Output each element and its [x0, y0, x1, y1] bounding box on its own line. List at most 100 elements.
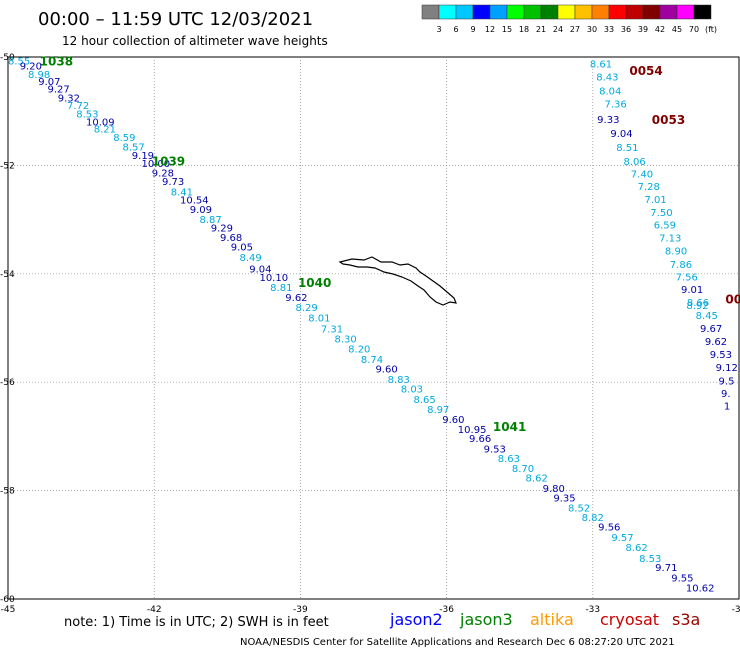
swh-value: 9.57 — [611, 533, 633, 544]
swh-value: 8.59 — [113, 133, 135, 144]
color-scale-swatch — [574, 4, 593, 20]
swh-value: 8.83 — [388, 375, 410, 386]
color-scale-label: 45 — [672, 25, 682, 34]
swh-value: 8.29 — [296, 303, 318, 314]
swh-value: 8.55 — [8, 56, 30, 67]
swh-value: 9.01 — [681, 285, 703, 296]
swh-value: 10.54 — [180, 196, 209, 207]
swh-value: 9.33 — [597, 115, 619, 126]
swh-value: 8.62 — [625, 543, 647, 554]
altimeter-track-a: 8.559.208.989.079.279.327.728.5310.098.2… — [8, 56, 715, 594]
pass-label: 1039 — [152, 155, 185, 169]
swh-value: 9.68 — [220, 233, 242, 244]
longitude-tick-label: -42 — [147, 605, 162, 615]
lat-lon-grid — [8, 57, 739, 599]
swh-value: 7.01 — [644, 195, 666, 206]
color-scale-swatch — [693, 4, 712, 20]
swh-value: 8.82 — [582, 513, 604, 524]
swh-value: 7.86 — [670, 260, 692, 271]
swh-value: 9. — [721, 389, 731, 400]
swh-value: 8.01 — [308, 314, 330, 325]
swh-value: 7.28 — [638, 182, 660, 193]
longitude-tick-label: -39 — [293, 605, 308, 615]
swh-value: 9.09 — [190, 205, 212, 216]
swh-value: 8.21 — [94, 125, 116, 136]
swh-value: 9.35 — [553, 494, 575, 505]
swh-value: 9.04 — [610, 129, 632, 140]
swh-value: 8.87 — [200, 215, 222, 226]
swh-value: 9.19 — [132, 151, 154, 162]
swh-value: 9.32 — [58, 94, 80, 105]
color-scale-swatch — [421, 4, 440, 20]
swh-value: 7.72 — [67, 101, 89, 112]
swh-value: 8.57 — [123, 142, 145, 153]
swh-value: 9.29 — [211, 224, 233, 235]
latitude-tick-label: -60 — [0, 595, 15, 605]
south-georgia-coastline — [338, 256, 457, 306]
footer-credit: NOAA/NESDIS Center for Satellite Applica… — [240, 637, 675, 648]
pass-label: 0054 — [629, 64, 662, 78]
legend-entry-jason3: jason3 — [459, 610, 513, 629]
color-scale-label: 9 — [470, 25, 475, 34]
color-scale-swatch — [625, 4, 644, 20]
swh-value: 7.40 — [631, 170, 653, 181]
legend-entry-s3a: s3a — [672, 610, 700, 629]
swh-value: 8.03 — [401, 385, 423, 396]
swh-value: 7.36 — [604, 100, 626, 111]
color-scale-label: 6 — [453, 25, 458, 34]
color-scale-label: 39 — [638, 25, 648, 34]
swh-value: 7.50 — [650, 208, 672, 219]
longitude-tick-label: -33 — [585, 605, 600, 615]
altimeter-track-b: 8.61 8.43 8.04 7.36 9.33 9.04 8.51 8.06 7.407.28… — [590, 60, 738, 413]
swh-value: 8.65 — [413, 395, 435, 406]
swh-value: 8.74 — [361, 355, 383, 366]
swh-value: 9.71 — [655, 563, 677, 574]
swh-value: 9.12 — [716, 363, 738, 374]
swh-value: 9.73 — [162, 177, 184, 188]
swh-value: 8.62 — [526, 474, 548, 485]
footer-note: note: 1) Time is in UTC; 2) SWH is in fe… — [64, 615, 329, 630]
pass-number-labels: 1038 1039 1040 1041 0054 0053 00 — [40, 54, 740, 434]
latitude-tick-label: -56 — [0, 378, 15, 388]
latitude-tick-label: -58 — [0, 487, 15, 497]
swh-value: 8.90 — [665, 246, 687, 257]
swh-value: 9.05 — [231, 243, 253, 254]
color-scale-bar: 3 6 9 12 15 18 21 24 27 30 33 36 39 42 45 70 (ft) — [421, 4, 717, 34]
swh-value: 7.56 — [676, 273, 698, 284]
color-scale-label: 42 — [655, 25, 665, 34]
swh-value: 8.66 — [687, 298, 709, 309]
color-scale-label: (ft) — [705, 25, 717, 34]
swh-value: 9.62 — [285, 293, 307, 304]
swh-value: 9.60 — [375, 365, 397, 376]
swh-value: 8.52 — [568, 503, 590, 514]
swh-value: 9.60 — [442, 415, 464, 426]
swh-value: 10.10 — [259, 273, 288, 284]
color-scale-swatch — [489, 4, 508, 20]
swh-value: 10.62 — [686, 584, 715, 595]
swh-value: 9.20 — [20, 62, 42, 73]
swh-value: 8.98 — [28, 70, 50, 81]
latitude-tick-label: -54 — [0, 270, 15, 280]
swh-value: 8.51 — [616, 143, 638, 154]
swh-value: 9.07 — [38, 77, 60, 88]
swh-value: 8.43 — [596, 73, 618, 84]
color-scale-label: 3 — [436, 25, 441, 34]
color-scale-swatch — [455, 4, 474, 20]
swh-value: 9.55 — [671, 573, 693, 584]
map-title: 00:00 – 11:59 UTC 12/03/2021 — [38, 9, 313, 30]
swh-value: 9.62 — [705, 337, 727, 348]
color-scale-label: 15 — [502, 25, 512, 34]
color-scale-label: 30 — [587, 25, 597, 34]
color-scale-swatch — [608, 4, 627, 20]
color-scale-label: 33 — [604, 25, 614, 34]
swh-value: 9.80 — [543, 484, 565, 495]
swh-value: 8.70 — [512, 464, 534, 475]
swh-value: 8.63 — [498, 454, 520, 465]
color-scale-label: 21 — [536, 25, 546, 34]
color-scale-swatch — [472, 4, 491, 20]
swh-value: 9.53 — [710, 350, 732, 361]
swh-value: 8.81 — [270, 283, 292, 294]
swh-value: 8.61 — [590, 60, 612, 71]
